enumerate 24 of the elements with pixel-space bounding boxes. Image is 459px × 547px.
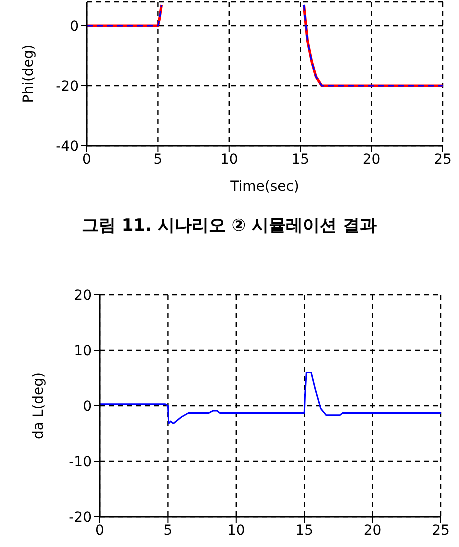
y-tick-label: 20 (74, 288, 92, 304)
y-tick-label: -40 (56, 138, 79, 155)
x-axis-title: Time(sec) (230, 179, 300, 195)
x-tick-label: 20 (364, 522, 382, 539)
y-tick-label: 10 (74, 343, 92, 360)
x-tick-label: 5 (164, 522, 173, 539)
x-tick-label: 20 (362, 152, 381, 168)
y-axis-title: da L(deg) (30, 372, 47, 440)
y-tick-label: 0 (70, 18, 79, 35)
y-tick-label: 0 (83, 398, 92, 415)
y-tick-label: -10 (69, 454, 92, 470)
x-tick-label: 5 (154, 152, 163, 168)
x-tick-label: 0 (96, 522, 104, 539)
caption: 그림 11. 시나리오 ② 시뮬레이션 결과 (80, 215, 378, 237)
x-tick-label: 10 (220, 152, 238, 168)
x-tick-label: 25 (434, 152, 452, 168)
x-tick-label: 15 (296, 522, 314, 539)
x-tick-label: 15 (292, 152, 310, 168)
y-axis-title: Phi(deg) (20, 44, 37, 104)
x-tick-label: 25 (432, 522, 450, 539)
x-tick-label: 10 (227, 522, 246, 539)
y-tick-label: -20 (69, 510, 92, 526)
y-tick-label: -20 (56, 78, 79, 95)
line-series (100, 372, 441, 425)
